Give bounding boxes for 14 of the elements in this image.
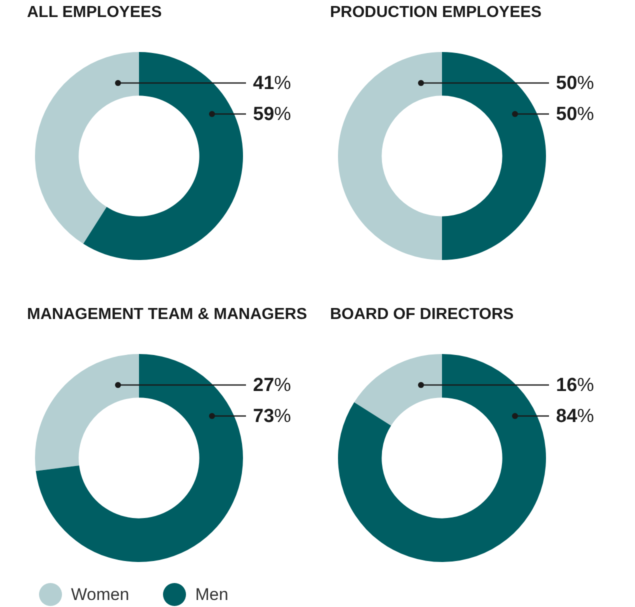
data-label: 50% [556, 104, 594, 126]
data-label: 73% [253, 406, 292, 428]
data-label: 27% [253, 375, 292, 396]
data-label: 84% [556, 406, 594, 428]
chart-title: ALL EMPLOYEES [27, 4, 162, 22]
chart-title: MANAGEMENT TEAM & MANAGERS [27, 306, 307, 324]
chart-title: PRODUCTION EMPLOYEES [330, 4, 542, 22]
data-label: 16% [556, 375, 594, 396]
legend-label: Men [195, 584, 228, 604]
legend-label: Women [71, 584, 130, 604]
data-label: 59% [253, 104, 292, 126]
data-label: 50% [556, 73, 594, 94]
data-label: 41% [253, 73, 292, 94]
chart-title: BOARD OF DIRECTORS [330, 306, 514, 324]
